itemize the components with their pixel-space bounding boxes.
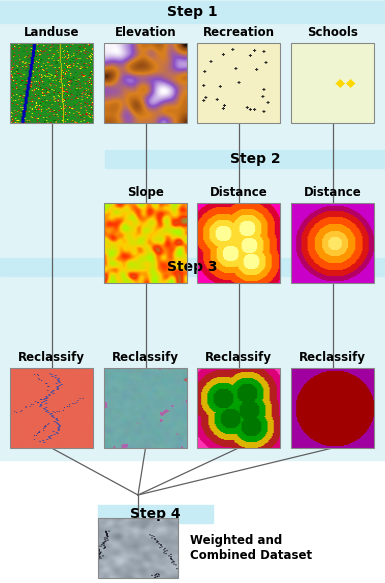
Bar bbox=[0, 1, 385, 23]
Text: Reclassify: Reclassify bbox=[299, 351, 366, 364]
Text: Distance: Distance bbox=[209, 186, 267, 199]
Text: Step 3: Step 3 bbox=[167, 260, 217, 274]
Bar bbox=[10, 368, 93, 448]
Bar bbox=[10, 43, 93, 123]
Bar bbox=[0, 0, 385, 153]
Bar bbox=[98, 505, 213, 523]
Text: Step 2: Step 2 bbox=[230, 152, 280, 166]
Bar bbox=[104, 203, 187, 283]
Text: Slope: Slope bbox=[127, 186, 164, 199]
Bar bbox=[104, 43, 187, 123]
Text: Landuse: Landuse bbox=[24, 26, 79, 39]
Text: Distance: Distance bbox=[304, 186, 362, 199]
Text: Elevation: Elevation bbox=[115, 26, 176, 39]
Bar bbox=[0, 153, 385, 293]
Bar bbox=[104, 368, 187, 448]
Bar bbox=[0, 293, 385, 460]
Text: Reclassify: Reclassify bbox=[112, 351, 179, 364]
Text: Reclassify: Reclassify bbox=[18, 351, 85, 364]
Bar bbox=[197, 368, 280, 448]
Text: Schools: Schools bbox=[307, 26, 358, 39]
Bar bbox=[291, 203, 374, 283]
Bar bbox=[291, 43, 374, 123]
Text: Reclassify: Reclassify bbox=[205, 351, 272, 364]
Text: Weighted and
Combined Dataset: Weighted and Combined Dataset bbox=[190, 534, 312, 562]
Bar bbox=[98, 518, 178, 578]
Bar bbox=[0, 258, 385, 276]
Bar bbox=[291, 368, 374, 448]
Bar bbox=[197, 203, 280, 283]
Text: Recreation: Recreation bbox=[203, 26, 275, 39]
Bar bbox=[197, 43, 280, 123]
Text: Step 1: Step 1 bbox=[167, 5, 217, 19]
Bar bbox=[105, 150, 385, 168]
Text: Step 4: Step 4 bbox=[130, 507, 180, 521]
